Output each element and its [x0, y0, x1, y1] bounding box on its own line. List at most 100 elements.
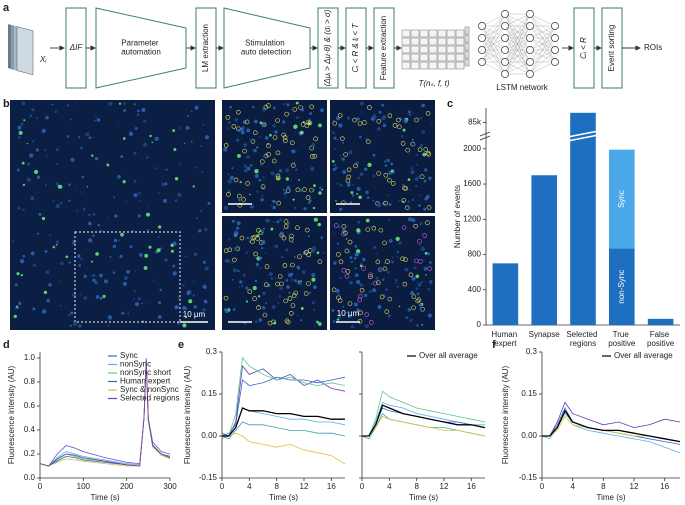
blob	[151, 141, 154, 144]
trace	[222, 407, 345, 437]
roi	[306, 252, 311, 258]
output-label: ROIs	[644, 43, 662, 52]
blob	[288, 223, 290, 225]
cube	[446, 37, 456, 46]
blob	[227, 307, 230, 309]
blob	[20, 122, 24, 126]
blob	[273, 106, 276, 110]
blob	[405, 316, 409, 320]
blob	[194, 105, 199, 110]
roi	[336, 252, 341, 257]
blob	[172, 129, 176, 132]
blob	[174, 305, 179, 310]
roi	[385, 259, 390, 264]
blob	[240, 127, 244, 132]
blob	[245, 286, 249, 290]
trace	[542, 407, 681, 445]
cube	[410, 61, 420, 70]
blob	[291, 149, 296, 154]
blob	[270, 204, 273, 207]
blob	[311, 246, 317, 251]
blob	[336, 116, 340, 121]
cube	[401, 37, 411, 46]
roi	[232, 257, 237, 263]
roi	[295, 225, 300, 231]
blob	[410, 290, 415, 296]
blob	[418, 308, 422, 311]
trace	[362, 415, 486, 437]
blob	[300, 306, 304, 310]
cube	[464, 58, 470, 67]
y-tick-label: 400	[468, 285, 482, 294]
blob	[420, 246, 426, 252]
roi	[290, 140, 295, 146]
blob	[18, 130, 23, 135]
roi	[281, 235, 287, 241]
blob	[381, 103, 385, 107]
blob	[310, 166, 315, 171]
cube	[428, 29, 438, 38]
blob	[204, 227, 208, 232]
blob	[385, 288, 388, 291]
blob	[45, 270, 50, 274]
x-tick-label: 0	[540, 482, 545, 491]
blob	[145, 212, 150, 217]
segment-label: non-Sync	[617, 270, 626, 304]
roi	[303, 291, 309, 296]
blob	[384, 164, 388, 167]
blob	[270, 171, 275, 176]
blob	[286, 185, 291, 190]
blob	[261, 107, 266, 112]
blob	[346, 225, 349, 228]
blob	[392, 256, 394, 259]
blob	[395, 282, 397, 284]
x-tick-label: 8	[414, 482, 419, 491]
blob	[382, 294, 386, 298]
blob	[377, 304, 382, 309]
blob	[83, 274, 87, 279]
blob	[425, 274, 427, 276]
x-tick-label: 4	[570, 482, 575, 491]
roi	[260, 184, 266, 190]
cube	[437, 29, 447, 38]
blob	[143, 266, 148, 270]
blob	[282, 188, 285, 191]
x-tick-label: 12	[440, 482, 449, 491]
cube	[437, 53, 447, 62]
blob	[88, 213, 91, 216]
blob	[26, 142, 29, 145]
roi	[290, 262, 295, 268]
edge	[481, 13, 506, 27]
roi	[309, 104, 314, 110]
blob	[381, 116, 386, 121]
x-tick-label: 12	[630, 482, 639, 491]
roi	[227, 247, 233, 253]
y-tick-label: 0.3	[526, 347, 538, 356]
blob	[236, 153, 241, 158]
blob	[356, 228, 361, 233]
blob	[424, 168, 428, 172]
pipeline: a Xᵢ ΔIF Parameter automation LM extract…	[3, 2, 662, 92]
blob	[342, 169, 347, 174]
blob	[72, 292, 77, 297]
roi	[415, 298, 421, 304]
blob	[398, 199, 401, 202]
roi	[384, 309, 390, 314]
blob	[94, 280, 98, 285]
blob	[153, 279, 155, 281]
roi	[312, 153, 318, 159]
blob	[13, 314, 17, 319]
blob	[418, 303, 423, 307]
blob	[414, 184, 418, 188]
blob	[407, 308, 411, 312]
x-tick-label: Human expert	[491, 330, 519, 348]
roi	[264, 264, 270, 269]
blob	[339, 154, 342, 157]
blob	[309, 112, 313, 115]
roi	[307, 120, 313, 126]
blob	[301, 270, 306, 274]
roi	[305, 120, 311, 125]
blob	[16, 168, 20, 172]
blob	[54, 110, 58, 114]
blob	[286, 103, 290, 107]
